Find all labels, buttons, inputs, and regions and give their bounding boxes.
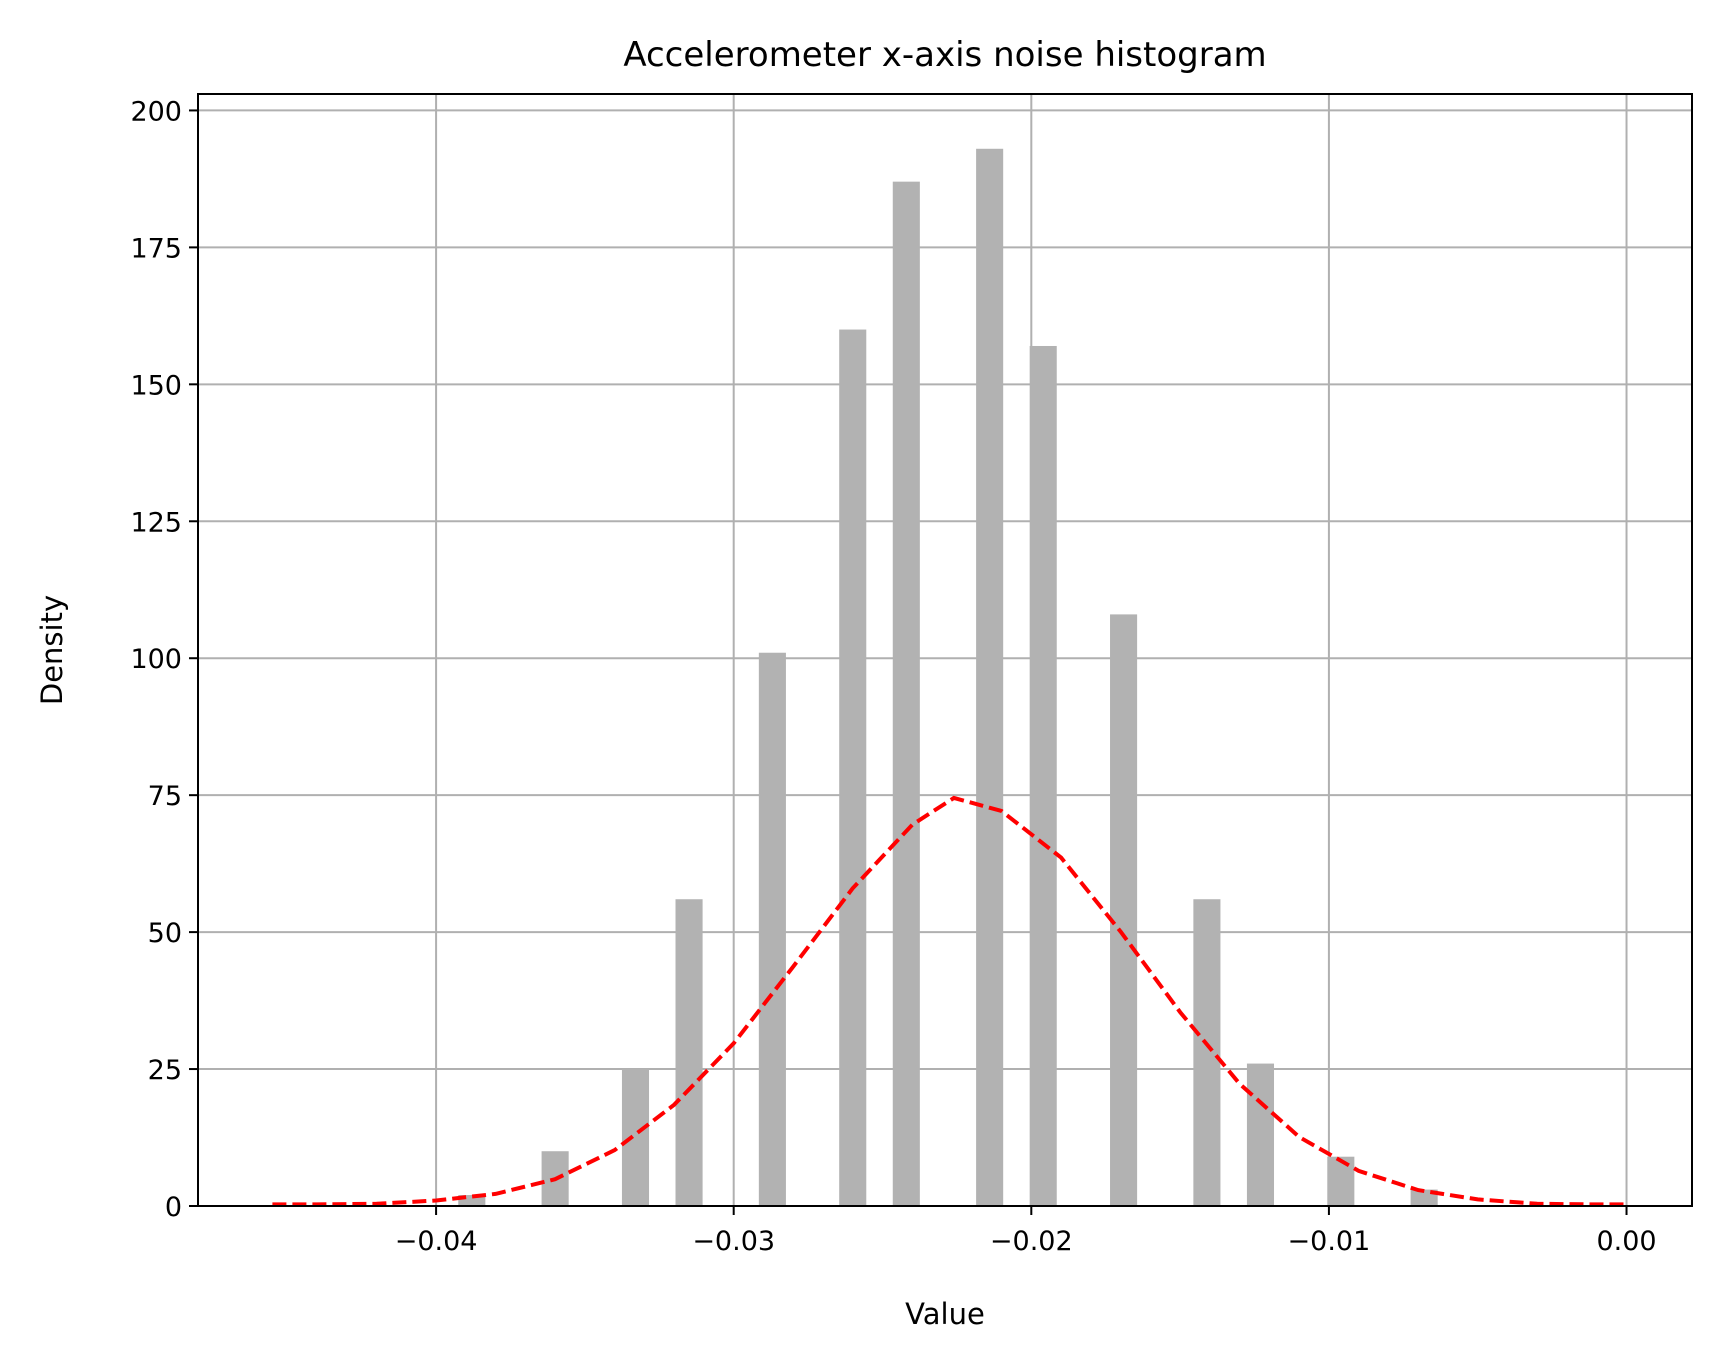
histogram-bar (976, 148, 1004, 1206)
x-tick-label: −0.02 (990, 1226, 1073, 1257)
normal-fit-curve (272, 795, 1627, 1207)
x-tick-label: −0.04 (395, 1226, 478, 1257)
y-axis-label: Density (35, 595, 69, 705)
histogram-bar (675, 899, 703, 1206)
y-tick-label: 150 (130, 370, 182, 401)
x-axis-label: Value (905, 1297, 985, 1331)
y-tick-label: 50 (148, 918, 182, 949)
y-axis-ticks: 0 25 50 75 100 125 150 175 200 (130, 96, 198, 1223)
y-tick-label: 125 (130, 507, 182, 538)
chart-title: Accelerometer x-axis noise histogram (623, 35, 1266, 75)
x-tick-label: 0.00 (1596, 1226, 1656, 1257)
x-axis-ticks: −0.04 −0.03 −0.02 −0.01 0.00 (395, 1206, 1657, 1257)
histogram-bar (1246, 1063, 1275, 1206)
histogram-bar (1110, 614, 1138, 1206)
x-tick-label: −0.03 (692, 1226, 775, 1257)
y-tick-label: 0 (165, 1192, 182, 1223)
plot-frame (197, 93, 1693, 1207)
histogram-bar (458, 1195, 486, 1206)
histogram-bar (1029, 345, 1057, 1206)
y-tick-label: 200 (130, 96, 182, 127)
histogram-bar (892, 181, 920, 1207)
histogram-bar (1193, 899, 1221, 1206)
y-tick-label: 75 (148, 781, 182, 812)
y-tick-label: 100 (130, 644, 182, 675)
histogram-bar (1327, 1156, 1355, 1206)
histogram-bars (458, 148, 1438, 1207)
y-tick-label: 175 (130, 233, 182, 264)
y-tick-label: 25 (148, 1055, 182, 1086)
histogram-bar (758, 652, 786, 1206)
x-tick-label: −0.01 (1288, 1226, 1371, 1257)
histogram-bar (839, 329, 867, 1207)
histogram-bar (621, 1069, 650, 1206)
